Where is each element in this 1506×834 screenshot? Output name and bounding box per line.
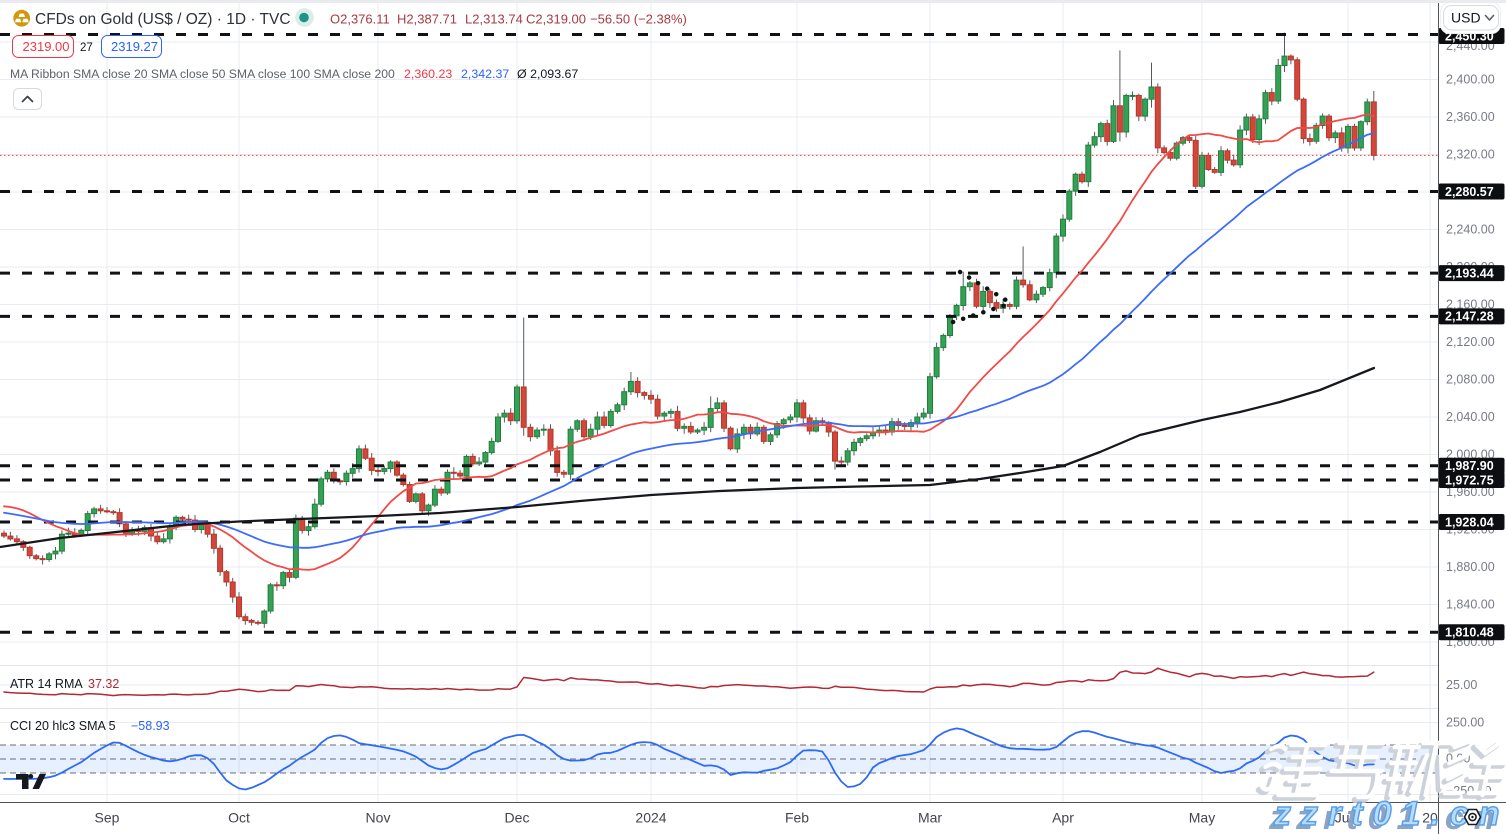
svg-text:−56.50 (−2.38%): −56.50 (−2.38%) (590, 12, 687, 27)
svg-text:CCI 20 hlc3 SMA 5: CCI 20 hlc3 SMA 5 (10, 719, 116, 733)
svg-text:1,810.48: 1,810.48 (1445, 626, 1494, 640)
svg-text:37.32: 37.32 (88, 677, 119, 691)
svg-text:2,193.44: 2,193.44 (1445, 266, 1494, 280)
svg-text:Mar: Mar (918, 810, 942, 826)
svg-text:1,840.00: 1,840.00 (1446, 598, 1495, 612)
svg-text:250.00: 250.00 (1446, 716, 1484, 730)
svg-text:MA Ribbon SMA close 20 SMA clo: MA Ribbon SMA close 20 SMA close 50 SMA … (10, 67, 395, 81)
svg-text:25.00: 25.00 (1446, 678, 1477, 692)
svg-text:2,120.00: 2,120.00 (1446, 335, 1495, 349)
svg-text:1,960.00: 1,960.00 (1446, 485, 1495, 499)
svg-text:May: May (1189, 810, 1215, 826)
svg-text:2,080.00: 2,080.00 (1446, 373, 1495, 387)
svg-text:Oct: Oct (228, 810, 250, 826)
svg-text:2319.27: 2319.27 (111, 39, 158, 54)
svg-text:2,400.00: 2,400.00 (1446, 73, 1495, 87)
svg-text:L2,313.74: L2,313.74 (465, 12, 523, 27)
svg-text:2,342.37: 2,342.37 (461, 67, 509, 81)
svg-text:Jun: Jun (1335, 810, 1358, 826)
svg-text:2,320.00: 2,320.00 (1446, 148, 1495, 162)
svg-text:2024: 2024 (635, 810, 666, 826)
svg-text:1,928.04: 1,928.04 (1445, 515, 1494, 529)
svg-text:Sep: Sep (95, 810, 120, 826)
svg-text:zzrt01.cn: zzrt01.cn (1273, 795, 1506, 833)
svg-text:1,880.00: 1,880.00 (1446, 560, 1495, 574)
svg-text:2,147.28: 2,147.28 (1445, 310, 1494, 324)
svg-text:1,972.75: 1,972.75 (1445, 473, 1494, 487)
svg-text:C2,319.00: C2,319.00 (526, 12, 586, 27)
svg-text:ATR 14 RMA: ATR 14 RMA (10, 677, 83, 691)
svg-text:Nov: Nov (366, 810, 391, 826)
svg-text:Ø 2,093.67: Ø 2,093.67 (517, 67, 578, 81)
svg-text:2,240.00: 2,240.00 (1446, 223, 1495, 237)
svg-text:O2,376.11: O2,376.11 (330, 12, 390, 27)
svg-text:2319.00: 2319.00 (23, 39, 70, 54)
svg-text:2,040.00: 2,040.00 (1446, 410, 1495, 424)
svg-text:2,160.00: 2,160.00 (1446, 298, 1495, 312)
svg-text:H2,387.71: H2,387.71 (397, 12, 457, 27)
svg-text:2,280.57: 2,280.57 (1445, 185, 1494, 199)
svg-text:−58.93: −58.93 (131, 719, 170, 733)
svg-text:USD: USD (1451, 10, 1481, 26)
svg-text:1,987.90: 1,987.90 (1445, 459, 1494, 473)
svg-text:20: 20 (1422, 810, 1438, 826)
svg-text:2,360.00: 2,360.00 (1446, 110, 1495, 124)
svg-text:Apr: Apr (1052, 810, 1074, 826)
svg-text:27: 27 (80, 42, 93, 54)
svg-text:zzrt01.cn: zzrt01.cn (1268, 799, 1505, 834)
svg-text:Dec: Dec (505, 810, 530, 826)
svg-text:2,360.23: 2,360.23 (404, 67, 452, 81)
svg-text:Feb: Feb (785, 810, 809, 826)
svg-text:CFDs on Gold (US$ / OZ) · 1D ·: CFDs on Gold (US$ / OZ) · 1D · TVC (35, 11, 291, 28)
